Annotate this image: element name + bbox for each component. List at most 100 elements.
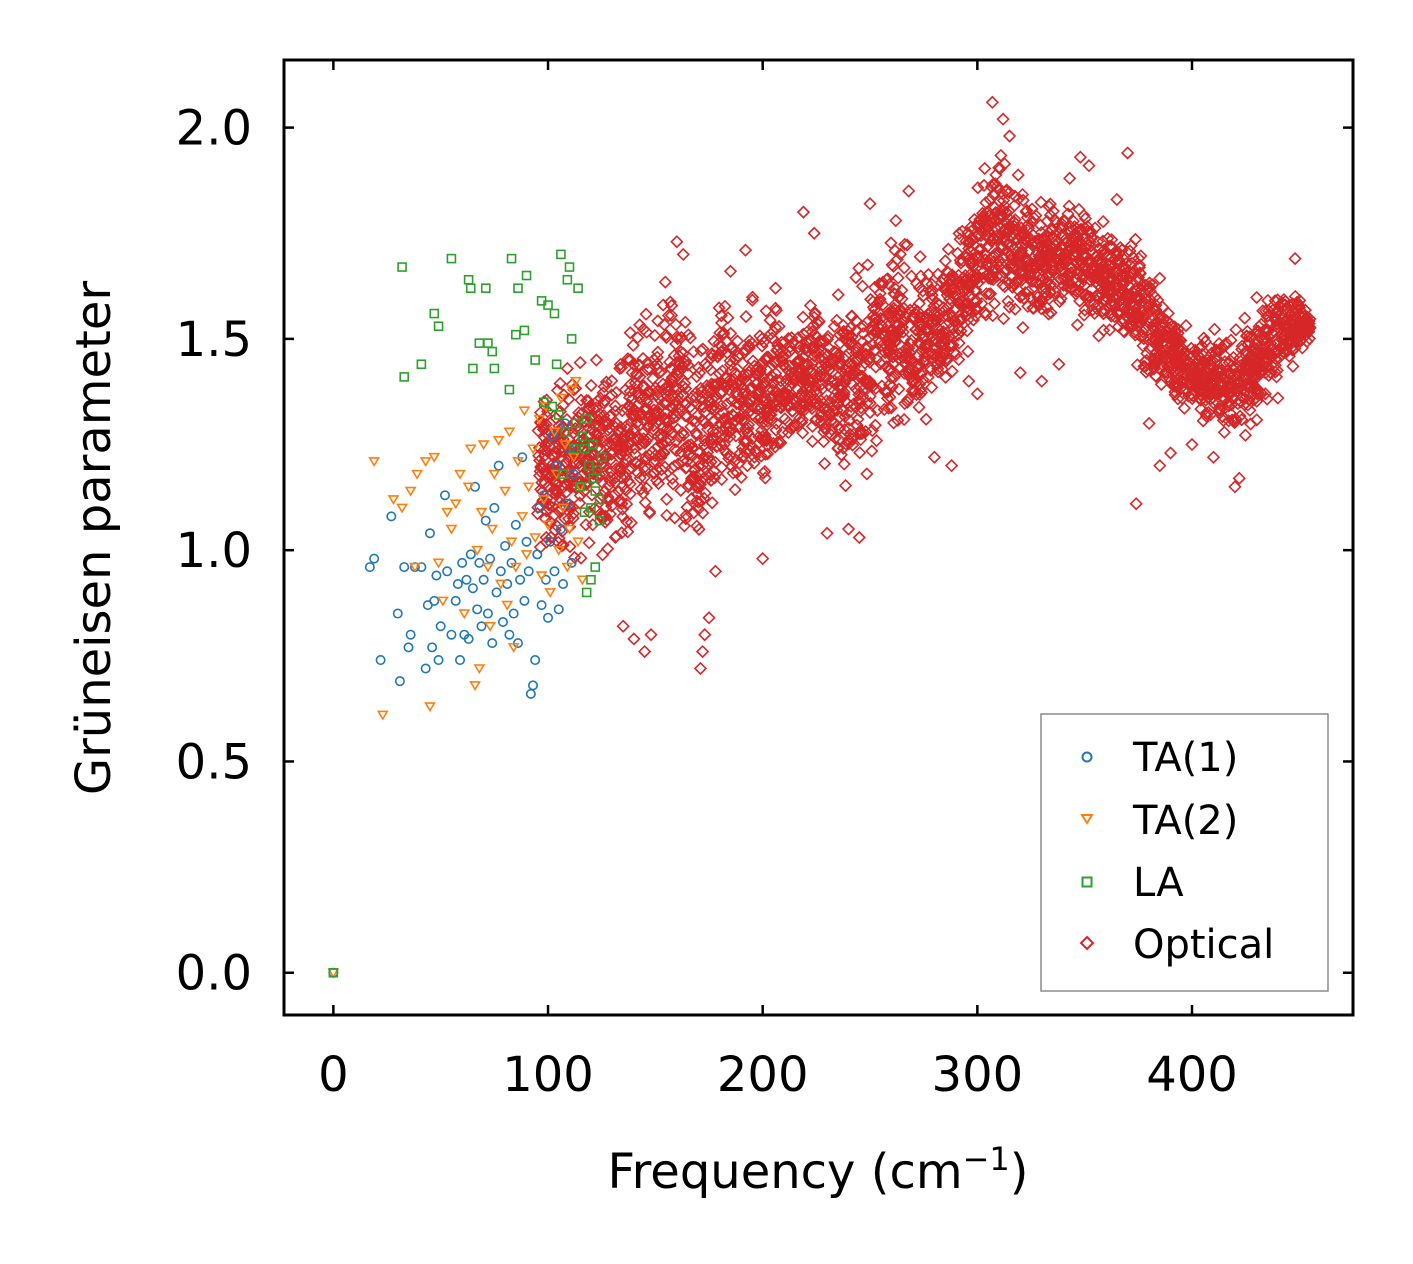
data-point-diamond xyxy=(660,492,674,506)
data-point-diamond xyxy=(614,420,628,434)
data-point-diamond xyxy=(1170,333,1184,347)
data-point-diamond xyxy=(1171,340,1185,354)
data-point-circle xyxy=(450,595,461,606)
data-point-diamond xyxy=(759,304,773,318)
data-point-triangle xyxy=(516,512,529,522)
data-point-triangle xyxy=(368,457,381,467)
data-point-diamond xyxy=(619,497,634,511)
data-point-square xyxy=(594,515,605,526)
data-point-diamond xyxy=(998,199,1012,213)
data-point-diamond xyxy=(1048,284,1062,298)
data-point-diamond xyxy=(719,334,733,348)
data-point-diamond xyxy=(793,402,807,417)
data-point-triangle xyxy=(471,545,484,556)
data-point-diamond xyxy=(674,345,688,359)
data-point-diamond xyxy=(1107,309,1122,324)
data-point-diamond xyxy=(1002,129,1017,143)
data-point-diamond xyxy=(708,564,723,578)
data-point-diamond xyxy=(850,418,864,432)
data-point-diamond xyxy=(919,412,933,426)
data-point-diamond xyxy=(1018,285,1033,300)
legend-entry-ta1: TA(1) xyxy=(1081,735,1238,781)
data-point-diamond xyxy=(1035,256,1049,270)
data-point-diamond xyxy=(1242,335,1256,349)
data-point-diamond xyxy=(910,304,925,319)
data-point-triangle xyxy=(518,406,531,417)
data-point-diamond xyxy=(978,161,992,176)
data-point-diamond xyxy=(928,313,943,327)
data-point-diamond xyxy=(1024,274,1038,288)
data-point-diamond xyxy=(832,388,847,402)
data-point-diamond xyxy=(877,337,891,351)
data-point-diamond xyxy=(913,250,927,264)
data-point-diamond xyxy=(669,444,684,458)
data-point-circle xyxy=(480,515,491,526)
data-point-diamond xyxy=(761,404,775,419)
x-axis-label-close: ) xyxy=(1010,1144,1029,1200)
data-point-circle xyxy=(508,608,519,619)
data-point-diamond xyxy=(1107,297,1122,311)
data-point-circle xyxy=(405,629,416,640)
data-point-diamond xyxy=(994,238,1008,252)
data-point-diamond xyxy=(1207,322,1222,336)
data-point-diamond xyxy=(921,267,936,282)
data-point-diamond xyxy=(1210,353,1224,367)
data-point-triangle xyxy=(559,440,572,451)
data-point-diamond xyxy=(609,385,623,400)
legend: TA(1) TA(2) LA Optical xyxy=(1040,713,1329,992)
data-point-diamond xyxy=(736,356,750,371)
y-tick-label: 0.0 xyxy=(176,946,252,1002)
data-point-diamond xyxy=(780,382,794,396)
data-point-diamond xyxy=(1012,192,1026,206)
data-point-diamond xyxy=(585,409,599,423)
data-point-diamond xyxy=(951,246,965,260)
data-point-diamond xyxy=(1264,326,1279,340)
data-point-diamond xyxy=(951,296,965,310)
data-point-diamond xyxy=(1129,497,1143,511)
data-point-diamond xyxy=(1261,309,1275,323)
data-point-diamond xyxy=(757,335,771,349)
data-point-diamond xyxy=(888,243,902,258)
data-point-diamond xyxy=(842,337,857,351)
data-point-diamond xyxy=(982,287,996,301)
data-point-diamond xyxy=(1026,274,1040,289)
data-point-diamond xyxy=(898,396,912,411)
data-point-diamond xyxy=(637,644,652,659)
data-point-triangle xyxy=(499,486,512,497)
data-point-diamond xyxy=(1157,317,1171,331)
data-point-circle xyxy=(472,604,483,615)
data-point-diamond xyxy=(1035,232,1049,247)
data-point-diamond xyxy=(909,387,924,402)
data-point-diamond xyxy=(1043,266,1057,280)
data-point-diamond xyxy=(588,447,602,461)
data-point-triangle xyxy=(527,444,539,455)
data-point-diamond xyxy=(851,412,865,426)
data-point-diamond xyxy=(1303,321,1317,335)
data-point-diamond xyxy=(849,353,864,367)
data-point-diamond xyxy=(753,380,767,394)
data-point-diamond xyxy=(852,261,866,275)
data-point-circle xyxy=(427,642,438,653)
data-point-triangle xyxy=(464,444,477,455)
data-point-circle xyxy=(534,502,545,513)
data-point-diamond xyxy=(687,506,701,520)
data-point-diamond xyxy=(741,426,755,440)
data-point-diamond xyxy=(930,348,944,363)
data-point-diamond xyxy=(1083,290,1098,304)
data-point-diamond xyxy=(1271,344,1286,358)
data-point-diamond xyxy=(925,283,940,297)
data-point-diamond xyxy=(971,181,985,195)
data-point-diamond xyxy=(961,344,975,359)
data-point-diamond xyxy=(937,304,951,318)
data-point-diamond xyxy=(899,341,913,355)
data-point-diamond xyxy=(1014,239,1028,253)
data-point-diamond xyxy=(970,387,984,401)
data-point-diamond xyxy=(814,414,828,428)
data-point-diamond xyxy=(1175,376,1189,390)
data-point-diamond xyxy=(694,343,708,358)
data-point-diamond xyxy=(556,444,570,458)
data-point-diamond xyxy=(607,487,622,502)
data-point-diamond xyxy=(766,383,780,397)
data-point-diamond xyxy=(830,376,844,390)
data-point-diamond xyxy=(615,526,629,540)
